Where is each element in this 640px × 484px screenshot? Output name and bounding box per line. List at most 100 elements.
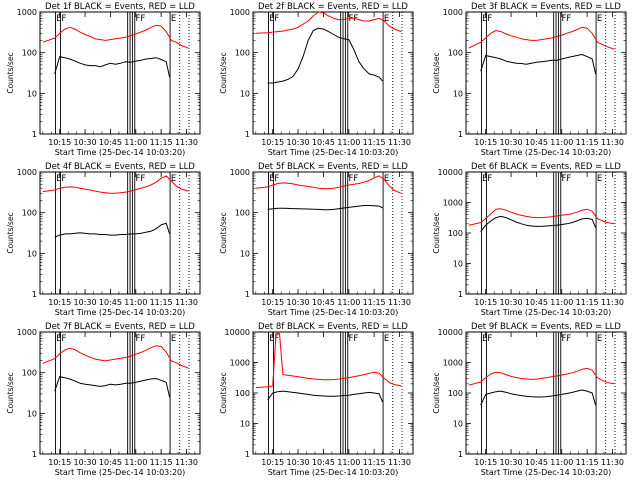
y-tick-label: 1	[245, 290, 250, 299]
flag-f-left: F	[487, 174, 492, 184]
x-tick-label: 10:45	[525, 138, 548, 147]
x-tick-label: 11:30	[388, 298, 411, 307]
x-axis-label: Start Time (25-Dec-14 10:03:20)	[268, 308, 399, 317]
x-tick-label: 10:15	[261, 298, 284, 307]
x-tick-label: 11:30	[175, 298, 198, 307]
y-tick-label: 1000	[443, 359, 463, 368]
detector-panel-6: Det 6f BLACK = Events, RED = LLD 1 10 100 10…	[432, 162, 627, 317]
x-tick-label: 10:15	[48, 298, 71, 307]
y-tick-label: 1	[32, 290, 37, 299]
x-tick-label: 10:45	[99, 298, 122, 307]
x-tick-label: 11:00	[550, 298, 573, 307]
flag-e-right: E	[597, 174, 602, 184]
x-tick-label: 11:00	[337, 458, 360, 467]
flag-f-left: F	[61, 174, 66, 184]
x-tick-label: 11:15	[150, 458, 173, 467]
plot-frame	[252, 331, 414, 455]
x-tick-label: 10:30	[287, 298, 310, 307]
x-tick-label: 11:30	[601, 458, 624, 467]
flag-e-left: E	[269, 334, 274, 344]
flag-e-right: E	[597, 334, 602, 344]
y-tick-label: 1000	[230, 359, 250, 368]
y-tick-label: 1000	[443, 199, 463, 208]
events-series-line	[54, 56, 171, 78]
plot-frame	[465, 171, 627, 295]
x-tick-label: 11:30	[601, 138, 624, 147]
panel-title: Det 9f BLACK = Events, RED = LLD	[471, 322, 621, 332]
flag-e-left: E	[56, 334, 61, 344]
x-tick-label: 11:15	[576, 458, 599, 467]
x-tick-label: 11:00	[124, 458, 147, 467]
x-tick-label: 11:15	[150, 298, 173, 307]
y-axis-label: Counts/sec	[219, 372, 228, 413]
y-tick-label: 1000	[17, 328, 37, 337]
events-series-line	[54, 222, 171, 238]
detector-panel-9: Det 9f BLACK = Events, RED = LLD 1 10 100 10…	[432, 322, 627, 477]
flag-ff: FF	[348, 14, 358, 24]
x-tick-label: 10:30	[287, 138, 310, 147]
y-axis-label: Counts/sec	[432, 52, 441, 93]
flag-e-left: E	[269, 174, 274, 184]
x-tick-label: 10:15	[474, 458, 497, 467]
y-tick-label: 10000	[438, 328, 463, 337]
flag-ff: FF	[135, 174, 145, 184]
detector-panel-8: Det 8f BLACK = Events, RED = LLD 1 10 100 10…	[219, 322, 414, 477]
y-tick-label: 1000	[17, 8, 37, 17]
y-tick-label: 100	[235, 49, 250, 58]
flag-ff: FF	[561, 174, 571, 184]
lld-series-line	[255, 332, 402, 389]
flag-e-left: E	[482, 334, 487, 344]
y-tick-label: 100	[22, 49, 37, 58]
x-tick-label: 10:30	[287, 458, 310, 467]
flag-e-right: E	[384, 174, 389, 184]
x-tick-label: 10:15	[261, 458, 284, 467]
x-axis-label: Start Time (25-Dec-14 10:03:20)	[268, 148, 399, 157]
flag-e-left: E	[482, 14, 487, 24]
y-tick-label: 1000	[230, 8, 250, 17]
y-tick-label: 100	[235, 389, 250, 398]
flag-e-right: E	[384, 334, 389, 344]
plot-frame	[252, 11, 414, 135]
flag-f-left: F	[274, 334, 279, 344]
y-tick-label: 10	[27, 409, 37, 418]
events-series-line	[480, 215, 597, 233]
x-tick-label: 11:30	[388, 138, 411, 147]
x-tick-label: 11:15	[363, 458, 386, 467]
x-tick-label: 11:15	[576, 138, 599, 147]
plot-frame	[39, 11, 201, 135]
x-tick-label: 10:30	[74, 458, 97, 467]
y-tick-label: 10000	[438, 168, 463, 177]
y-axis-label: Counts/sec	[6, 52, 15, 93]
y-tick-label: 1	[245, 450, 250, 459]
x-axis-label: Start Time (25-Dec-14 10:03:20)	[481, 468, 612, 477]
y-tick-label: 10000	[225, 328, 250, 337]
panel-title: Det 3f BLACK = Events, RED = LLD	[471, 2, 621, 12]
x-tick-label: 11:00	[124, 298, 147, 307]
x-tick-label: 10:30	[500, 458, 523, 467]
detector-panel-5: Det 5f BLACK = Events, RED = LLD 1 10 100 10…	[219, 162, 414, 317]
events-series-line	[267, 390, 384, 403]
flag-e-left: E	[56, 174, 61, 184]
x-tick-label: 10:45	[312, 138, 335, 147]
x-tick-label: 11:15	[363, 298, 386, 307]
lld-series-line	[42, 175, 189, 194]
panel-title: Det 5f BLACK = Events, RED = LLD	[258, 162, 408, 172]
flag-ff: FF	[561, 334, 571, 344]
events-series-line	[480, 54, 597, 75]
detector-panel-3: Det 3f BLACK = Events, RED = LLD 1 10 100 10…	[432, 2, 627, 157]
lld-series-line	[468, 208, 615, 226]
x-tick-label: 11:00	[550, 138, 573, 147]
x-tick-label: 11:15	[150, 138, 173, 147]
y-tick-label: 100	[448, 389, 463, 398]
x-tick-label: 10:15	[48, 458, 71, 467]
plot-frame	[39, 171, 201, 295]
flag-f-left: F	[487, 14, 492, 24]
x-tick-label: 11:00	[337, 298, 360, 307]
y-axis-label: Counts/sec	[219, 212, 228, 253]
y-tick-label: 1	[458, 130, 463, 139]
panel-title: Det 6f BLACK = Events, RED = LLD	[471, 162, 621, 172]
y-tick-label: 100	[235, 209, 250, 218]
y-tick-label: 1	[458, 450, 463, 459]
